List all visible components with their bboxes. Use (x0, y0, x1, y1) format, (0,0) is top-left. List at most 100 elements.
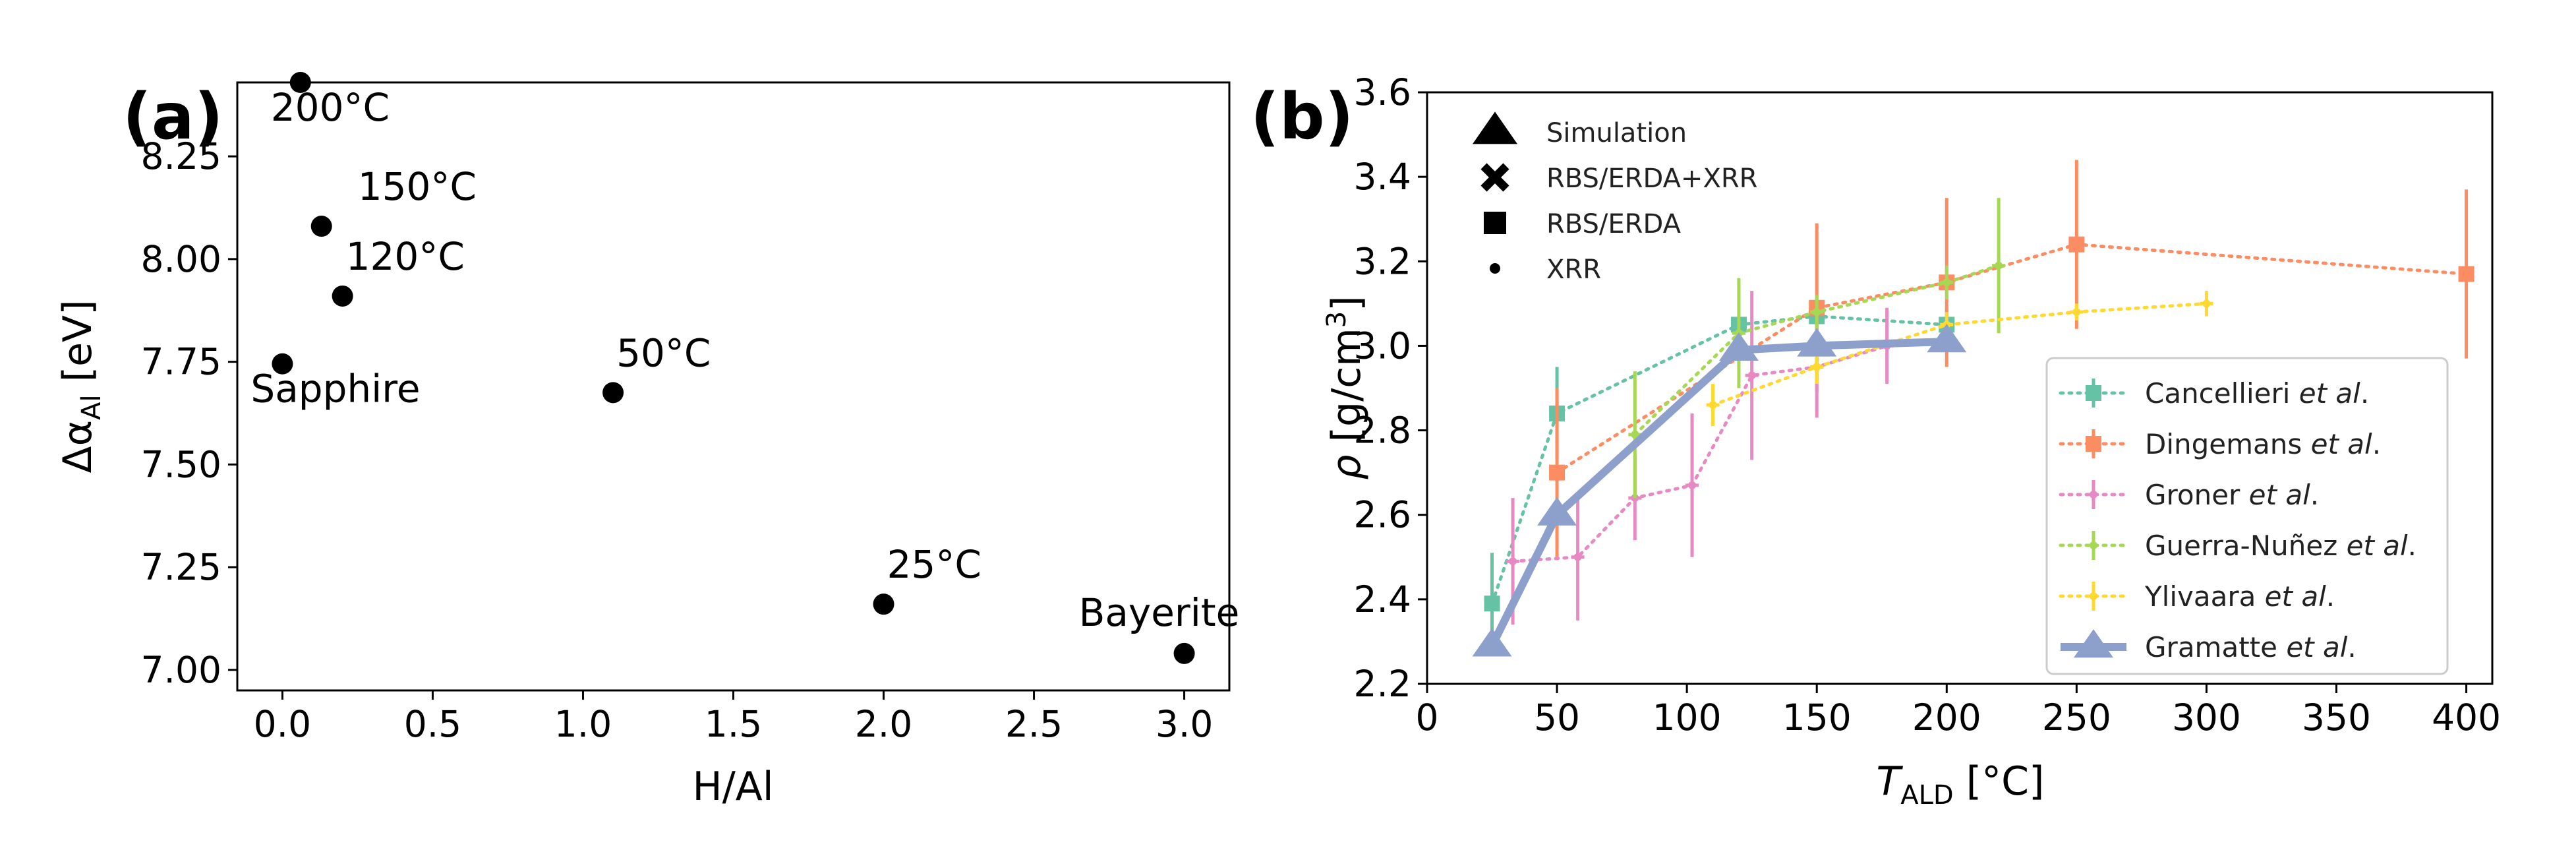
data-point (2458, 266, 2474, 282)
b-y-tick-label: 2.2 (1354, 663, 1411, 705)
b-x-tick-label: 0 (1416, 696, 1439, 739)
panel-b-y-axis-sup: 3 (1322, 311, 1352, 328)
series-gramatte (1472, 324, 1967, 657)
a-y-tick-label: 7.00 (141, 649, 221, 691)
panel-b-frame (1426, 91, 2494, 685)
panel-b-y-axis-unit: [g/cm (1324, 328, 1370, 454)
series-legend: Cancellieri et al. Dingemans et al. Groner… (2045, 357, 2449, 675)
legend-label: Groner et al. (2145, 479, 2319, 511)
legend-entry: Gramatte et al. (2061, 629, 2356, 663)
a-data-point (272, 353, 293, 375)
marker-legend-symbol (1490, 263, 1500, 274)
panel-b-y-axis-close: ] (1324, 295, 1370, 311)
marker-legend-label: RBS/ERDA (1546, 209, 1682, 239)
data-point (1813, 308, 1821, 317)
a-x-tick-label: 0.0 (254, 703, 311, 745)
b-x-tick-label: 50 (1534, 696, 1580, 739)
data-point (1688, 481, 1697, 489)
panel-a-y-axis-sub: Al (76, 394, 107, 419)
series-legend-box (2045, 357, 2449, 675)
legend-marker (2090, 592, 2097, 600)
a-y-tick-label: 7.50 (141, 443, 221, 485)
legend-marker (2086, 436, 2101, 452)
b-y-tick-label: 3.2 (1354, 240, 1411, 282)
legend-entry: Ylivaara et al. (2059, 580, 2335, 613)
a-data-point (602, 382, 624, 404)
data-point (1995, 261, 2003, 270)
marker-legend-label: XRR (1546, 255, 1601, 285)
panel-b-x-axis-sub: ALD (1900, 780, 1953, 810)
marker-legend-symbol (1473, 111, 1517, 144)
legend-entry: Groner et al. (2059, 479, 2319, 511)
data-point (1709, 401, 1717, 410)
b-y-tick-label: 2.6 (1354, 494, 1411, 536)
marker-legend-label: Simulation (1546, 118, 1687, 148)
panel-a-y-axis-unit: [eV] (55, 300, 101, 395)
b-x-tick-label: 400 (2432, 696, 2501, 739)
data-point (1813, 363, 1821, 371)
b-x-tick-label: 250 (2042, 696, 2111, 739)
panel-a-scatter: (a) 200°C 150°C 120°C Sapphire 50°C 25°C Bayer… (55, 72, 1239, 810)
b-x-tick-label: 150 (1782, 696, 1852, 739)
data-point (1509, 557, 1517, 566)
a-point-annotation: Sapphire (250, 367, 420, 411)
data-point (1747, 371, 1756, 380)
legend-marker (2090, 541, 2097, 549)
panel-b-y-axis-var: ρ (1324, 455, 1370, 480)
a-x-tick-label: 3.0 (1156, 703, 1213, 745)
marker-legend: Simulation RBS/ERDA+XRR RBS/ERDA XRR (1473, 111, 1757, 285)
legend-entry: Guerra-Nuñez et al. (2059, 530, 2416, 562)
panel-b-y-axis-label: ρ [g/cm3] (1322, 295, 1370, 479)
a-point-annotation: 25°C (887, 542, 981, 587)
a-data-point (310, 216, 332, 237)
a-data-point (873, 593, 894, 615)
a-data-point (332, 285, 353, 307)
a-point-annotation: 50°C (616, 330, 711, 375)
data-point (1943, 278, 1951, 287)
a-x-tick-label: 2.0 (855, 703, 912, 745)
a-data-point (1173, 642, 1195, 664)
data-point (1797, 328, 1837, 357)
panel-a-y-axis-label: ΔαAl [eV] (55, 300, 107, 473)
marker-legend-label: RBS/ERDA+XRR (1546, 164, 1757, 194)
panel-b-x-axis-unit: [°C] (1954, 758, 2045, 805)
data-point (1537, 497, 1577, 526)
panel-b-label: (b) (1250, 80, 1353, 154)
marker-legend-symbol (1480, 163, 1509, 192)
legend-marker (2086, 385, 2101, 401)
a-y-tick-label: 8.25 (141, 135, 221, 177)
a-y-tick-label: 7.75 (141, 341, 221, 383)
legend-marker (2074, 629, 2113, 658)
data-point (1484, 595, 1500, 612)
a-point-annotation: Bayerite (1079, 590, 1240, 635)
a-point-annotation: 150°C (358, 164, 477, 209)
data-point (2068, 236, 2085, 253)
data-point (2072, 308, 2081, 317)
data-point (1718, 332, 1759, 361)
legend-label: Cancellieri et al. (2145, 377, 2369, 410)
a-point-annotation: 120°C (346, 234, 465, 279)
data-point (1631, 430, 1639, 439)
b-y-tick-label: 2.8 (1354, 410, 1411, 452)
b-y-tick-label: 2.4 (1354, 578, 1411, 621)
legend-label: Ylivaara et al. (2144, 580, 2335, 613)
b-y-tick-label: 3.0 (1354, 324, 1411, 367)
legend-label: Guerra-Nuñez et al. (2145, 530, 2416, 562)
b-x-tick-label: 350 (2302, 696, 2371, 739)
b-y-tick-label: 3.4 (1354, 156, 1411, 198)
a-y-tick-label: 8.00 (141, 238, 221, 280)
panel-b-x-axis-var: T (1877, 758, 1904, 805)
a-x-tick-label: 0.5 (404, 703, 461, 745)
b-y-tick-label: 3.6 (1354, 71, 1411, 113)
b-x-tick-label: 200 (1912, 696, 1981, 739)
panel-a-y-axis-var: Δα (55, 420, 101, 473)
legend-entry: Cancellieri et al. (2059, 377, 2369, 410)
a-x-tick-label: 1.0 (554, 703, 612, 745)
data-point (2202, 299, 2211, 308)
legend-entry: Dingemans et al. (2059, 428, 2381, 460)
marker-legend-symbol (1484, 212, 1506, 234)
b-x-tick-label: 100 (1653, 696, 1722, 739)
a-y-tick-label: 7.25 (141, 546, 221, 588)
a-point-annotation: 200°C (271, 85, 390, 130)
